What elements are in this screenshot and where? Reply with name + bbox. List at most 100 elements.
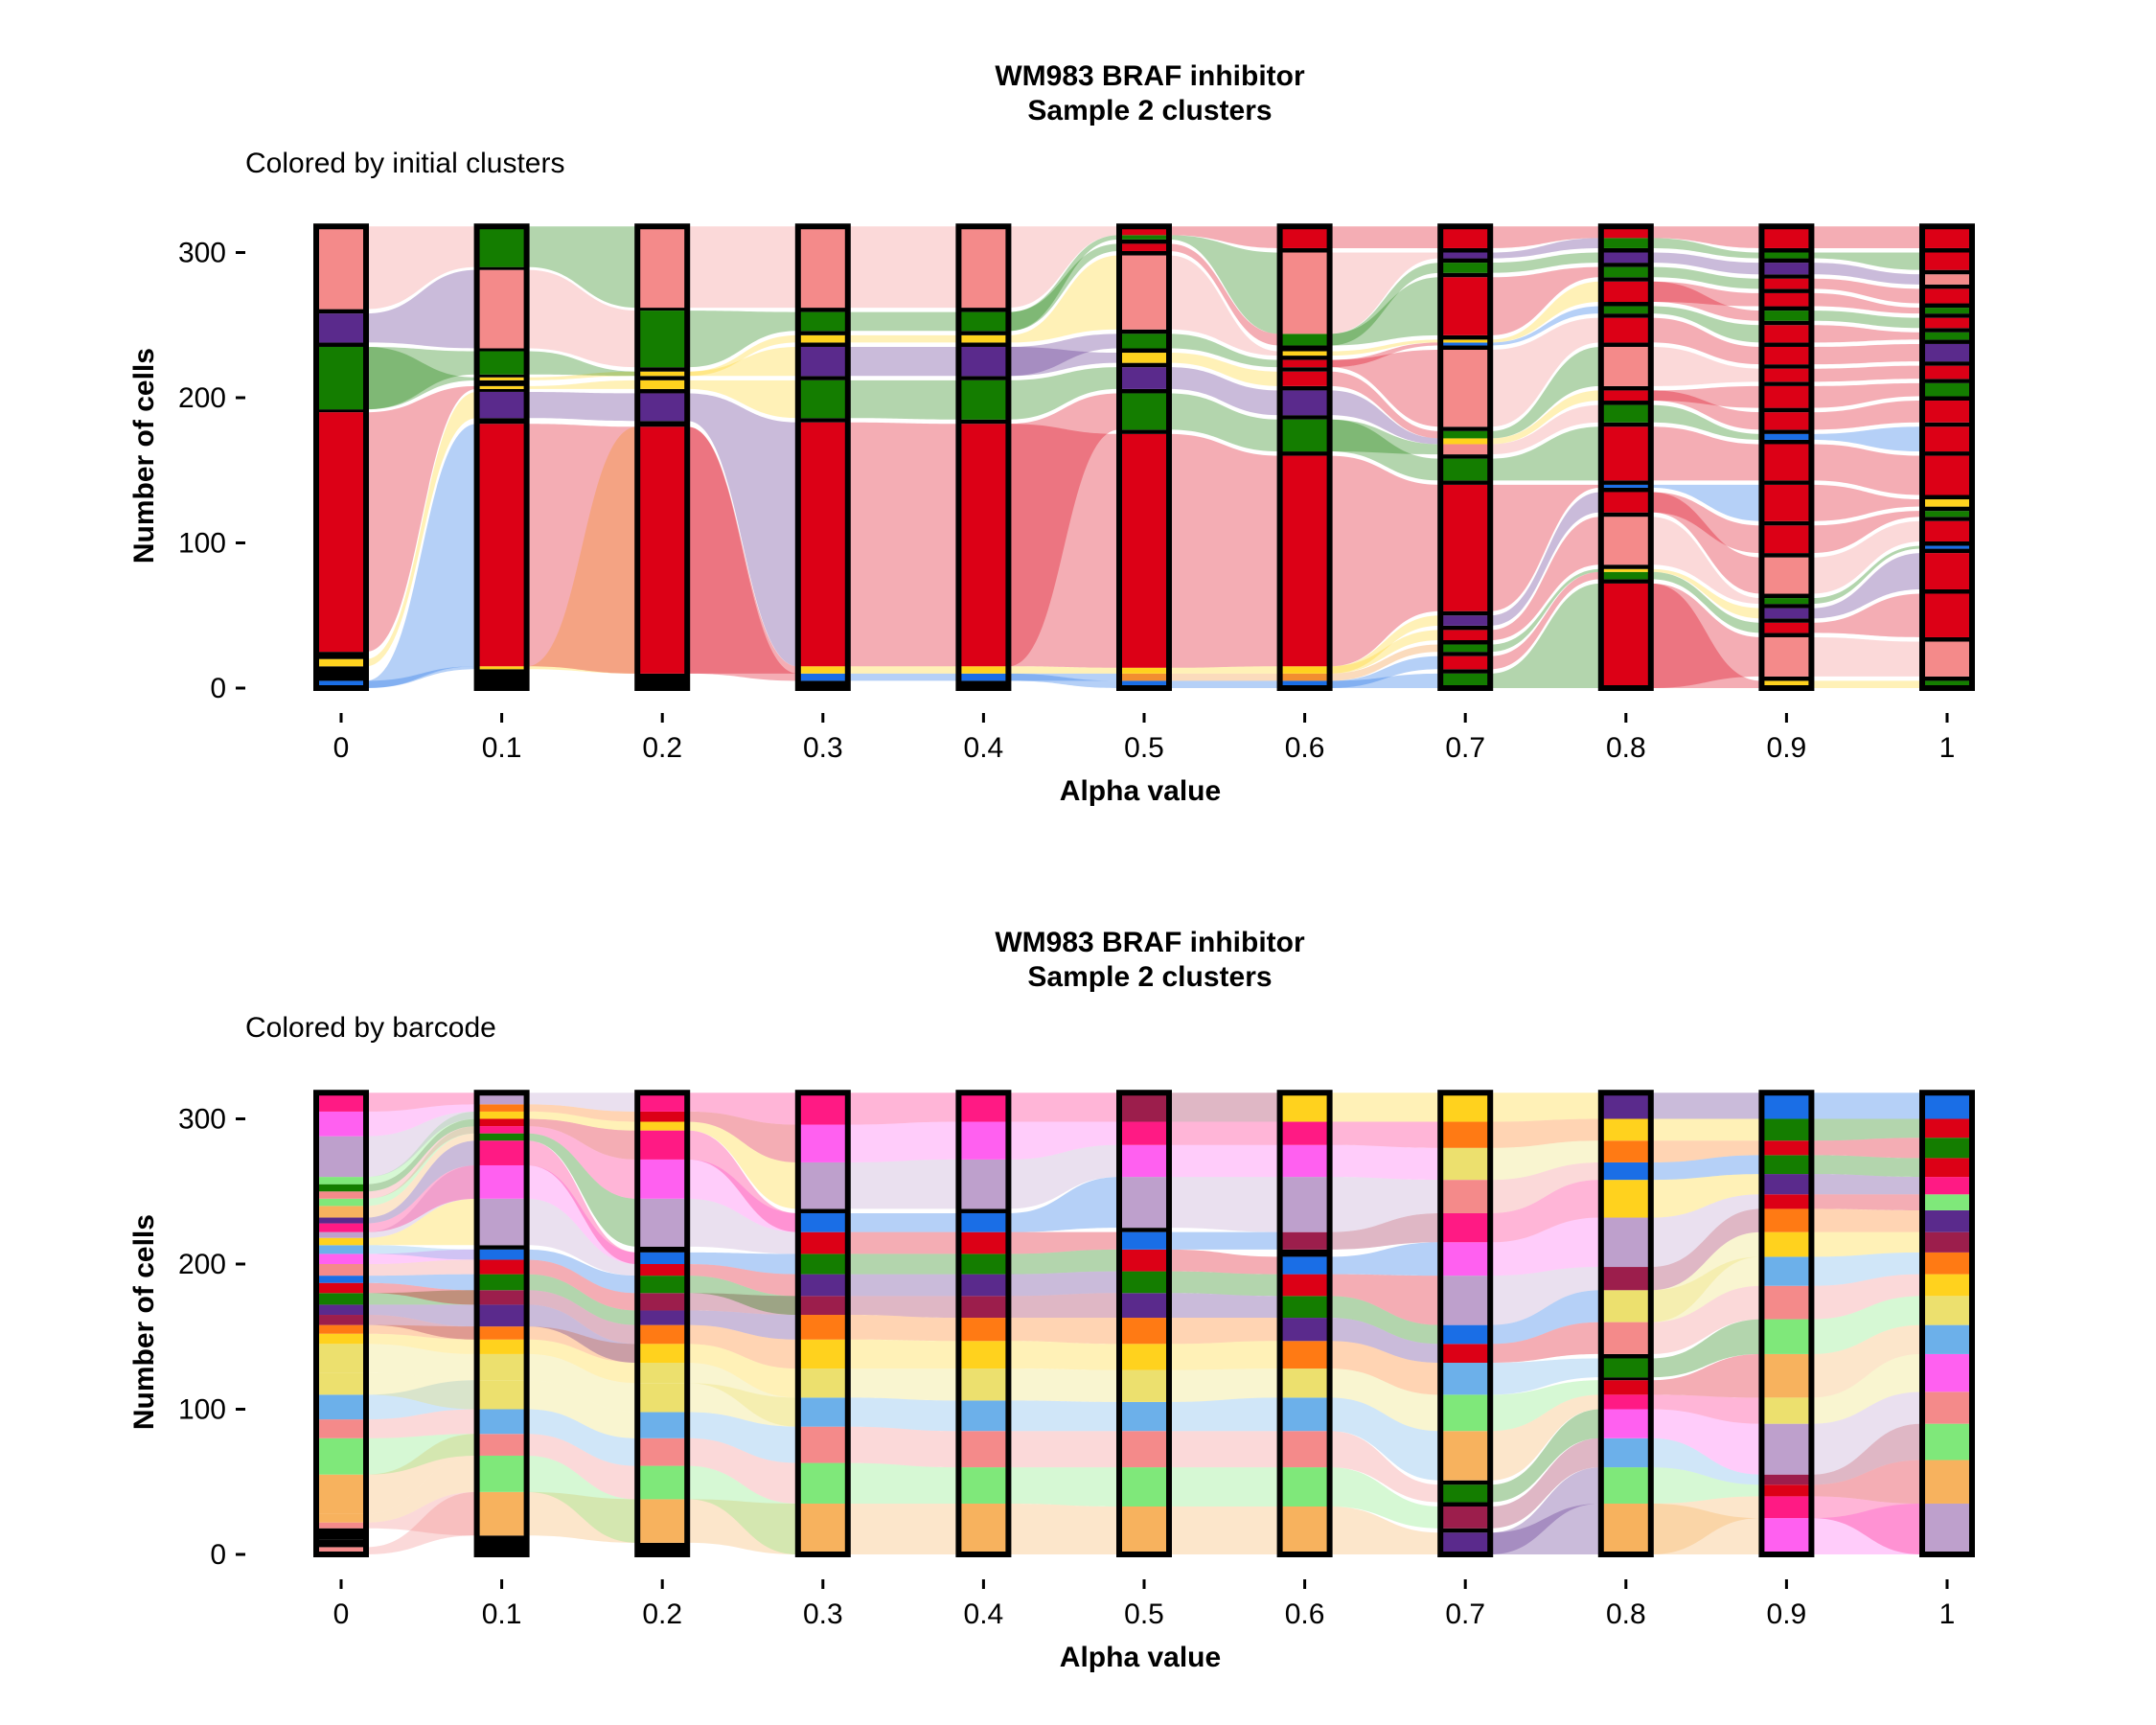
stratum-segment bbox=[1600, 1140, 1651, 1162]
stratum-segment bbox=[1761, 439, 1812, 445]
flow-band bbox=[366, 666, 477, 688]
y-tick-label: 200 bbox=[178, 382, 226, 414]
y-tick-label: 100 bbox=[178, 528, 226, 560]
flow-band bbox=[1329, 342, 1441, 368]
flow-band bbox=[1490, 1438, 1601, 1529]
flow-band bbox=[1650, 1118, 1762, 1141]
flow-band bbox=[1329, 1144, 1441, 1181]
stratum-segment bbox=[797, 1092, 848, 1125]
flow-band bbox=[366, 1380, 477, 1420]
stratum-segment bbox=[1761, 368, 1812, 382]
stratum-segment bbox=[476, 1274, 527, 1291]
flow-band bbox=[366, 1333, 477, 1354]
stratum-segment bbox=[1922, 680, 1972, 688]
flow-band bbox=[1008, 1249, 1119, 1275]
stratum-segment bbox=[316, 1438, 366, 1475]
flow-band bbox=[1811, 1324, 1922, 1398]
x-tick-label: 0.7 bbox=[1445, 732, 1485, 764]
stratum-outline bbox=[794, 223, 851, 691]
stratum-segment bbox=[1279, 1341, 1330, 1369]
flow-band bbox=[526, 1249, 638, 1294]
stratum-segment bbox=[1279, 1256, 1330, 1275]
stratum-segment bbox=[1922, 361, 1972, 366]
stratum-segment bbox=[797, 380, 848, 419]
stratum-segment bbox=[476, 374, 527, 378]
flow-band bbox=[526, 1259, 638, 1311]
flow-band bbox=[1169, 1231, 1280, 1250]
flow-band bbox=[1329, 1121, 1441, 1148]
stratum-outline bbox=[955, 223, 1012, 691]
stratum-segment bbox=[1922, 451, 1972, 456]
stratum-segment bbox=[1279, 390, 1330, 416]
flow-band bbox=[366, 1249, 477, 1264]
flow-band bbox=[847, 1212, 959, 1232]
flow-band bbox=[1329, 371, 1441, 439]
stratum-segment bbox=[1922, 1209, 1972, 1232]
x-tick-label: 0.8 bbox=[1606, 732, 1646, 764]
stratum-segment bbox=[637, 380, 688, 389]
stratum-segment bbox=[958, 380, 1009, 420]
stratum-segment bbox=[1119, 235, 1169, 240]
stratum-segment bbox=[1600, 342, 1651, 347]
stratum-segment bbox=[1761, 608, 1812, 619]
flow-band bbox=[1650, 1208, 1762, 1291]
stratum-segment bbox=[958, 680, 1009, 688]
stratum-segment bbox=[1119, 367, 1169, 389]
x-axis-label: Alpha value bbox=[1060, 775, 1221, 807]
stratum-segment bbox=[1761, 320, 1812, 326]
flow-band bbox=[1008, 393, 1119, 667]
stratum-segment bbox=[1761, 1231, 1812, 1257]
stratum-segment bbox=[1600, 317, 1651, 343]
stratum-segment bbox=[1119, 1249, 1169, 1272]
flow-band bbox=[687, 1499, 798, 1554]
flow-band bbox=[526, 1274, 638, 1325]
flow-band bbox=[687, 1276, 798, 1316]
flow-band bbox=[1329, 263, 1441, 346]
flow-band bbox=[526, 269, 638, 368]
stratum-segment bbox=[316, 680, 366, 688]
flow-band bbox=[1169, 1249, 1280, 1275]
flow-band bbox=[1811, 252, 1922, 270]
stratum-segment bbox=[1761, 598, 1812, 605]
flow-band bbox=[526, 1126, 638, 1199]
stratum-segment bbox=[1279, 367, 1330, 372]
flow-band bbox=[1490, 317, 1601, 427]
stratum-column bbox=[634, 1090, 691, 1557]
stratum-segment bbox=[316, 1245, 366, 1254]
flow-band bbox=[1490, 266, 1601, 335]
stratum-column bbox=[1919, 223, 1975, 691]
flow-band bbox=[1650, 1285, 1762, 1354]
flow-band bbox=[847, 1503, 959, 1554]
flow-band bbox=[1169, 226, 1280, 248]
flow-band bbox=[366, 391, 477, 667]
flow-band bbox=[366, 1290, 477, 1305]
stratum-outline bbox=[473, 1090, 530, 1557]
flow-band bbox=[1650, 1409, 1762, 1475]
stratum-column bbox=[1276, 1090, 1333, 1557]
y-tick-label: 300 bbox=[178, 1104, 226, 1136]
stratum-segment bbox=[1922, 1460, 1972, 1504]
stratum-segment bbox=[1440, 263, 1491, 273]
stratum-segment bbox=[797, 1315, 848, 1340]
stratum-segment bbox=[958, 419, 1009, 425]
stratum-segment bbox=[316, 1184, 366, 1192]
stratum-segment bbox=[1119, 1506, 1169, 1554]
flow-band bbox=[1650, 1353, 1762, 1398]
flow-band bbox=[687, 346, 798, 377]
stratum-segment bbox=[316, 1092, 366, 1112]
flow-band bbox=[1490, 517, 1601, 641]
flow-band bbox=[1490, 346, 1601, 439]
stratum-segment bbox=[637, 226, 688, 309]
stratum-segment bbox=[1119, 429, 1169, 434]
flow-band bbox=[1008, 1431, 1119, 1468]
flow-band bbox=[1811, 593, 1922, 637]
stratum-segment bbox=[637, 1542, 688, 1554]
stratum-segment bbox=[797, 1124, 848, 1162]
stratum-column bbox=[473, 223, 530, 691]
stratum-segment bbox=[1440, 426, 1491, 431]
stratum-segment bbox=[1761, 1397, 1812, 1424]
flow-band bbox=[1650, 484, 1762, 521]
flow-band bbox=[1490, 226, 1601, 248]
flow-band bbox=[847, 1159, 959, 1209]
stratum-segment bbox=[1761, 325, 1812, 343]
